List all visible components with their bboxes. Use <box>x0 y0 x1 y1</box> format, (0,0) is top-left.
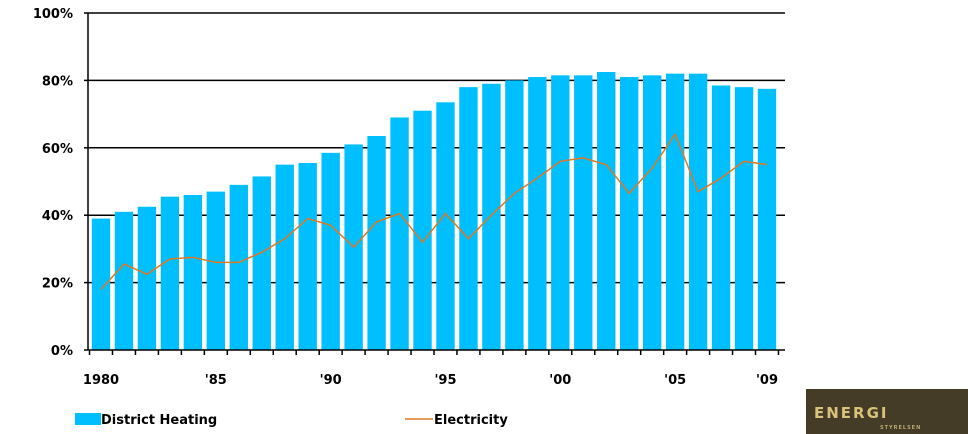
y-tick-label: 20% <box>42 277 73 292</box>
district-heating-bars <box>91 71 777 351</box>
district-heating-bar <box>688 73 708 350</box>
district-heating-bar <box>390 117 409 350</box>
logo-text: ENERGI <box>814 404 889 422</box>
district-heating-bar <box>505 80 524 351</box>
district-heating-bar <box>620 77 639 350</box>
district-heating-bar <box>482 83 501 351</box>
legend: District Heating Electricity <box>75 413 508 428</box>
x-tick-label: 1980 <box>83 373 119 388</box>
district-heating-bar <box>160 196 180 350</box>
district-heating-bar <box>321 152 340 350</box>
district-heating-bar <box>367 136 386 350</box>
district-heating-bar <box>252 176 271 350</box>
x-tick-label: '85 <box>205 373 227 388</box>
district-heating-bar <box>528 77 547 350</box>
legend-electricity-label: Electricity <box>434 413 508 428</box>
x-tick-label: '95 <box>434 373 456 388</box>
logo-subtext: STYRELSEN <box>880 425 921 431</box>
district-heating-bar <box>413 110 432 350</box>
district-heating-bar <box>436 102 455 350</box>
district-heating-bar <box>711 85 731 350</box>
y-tick-label: 40% <box>42 209 73 224</box>
district-heating-bar <box>459 87 478 350</box>
x-tick-label: '90 <box>320 373 342 388</box>
district-heating-bar <box>665 73 685 350</box>
district-heating-bar <box>114 211 134 350</box>
district-heating-bar <box>229 184 248 350</box>
legend-district-heating-swatch <box>75 413 101 425</box>
y-tick-label: 60% <box>42 142 73 157</box>
district-heating-bar <box>183 194 203 350</box>
district-heating-bar <box>734 87 754 350</box>
district-heating-bar <box>91 218 111 350</box>
district-heating-bar <box>574 75 593 350</box>
y-tick-label: 0% <box>51 344 73 359</box>
x-tick-label: '05 <box>664 373 686 388</box>
energistyrelsen-logo: ENERGI STYRELSEN <box>806 389 968 434</box>
x-tick-label: '09 <box>756 373 778 388</box>
electricity-line-group <box>100 132 768 290</box>
x-axis-ticks: 1980 '85 '90 '95 '00 '05 '09 <box>83 350 780 388</box>
district-heating-bar <box>206 191 226 350</box>
y-tick-label: 100% <box>33 7 73 22</box>
district-heating-bar <box>137 206 157 350</box>
y-axis-ticks: 0% 20% 40% 60% 80% 100% <box>33 7 88 359</box>
district-heating-bar <box>642 75 662 350</box>
district-heating-bar <box>275 164 294 350</box>
y-tick-label: 80% <box>42 74 73 89</box>
district-heating-bar <box>597 71 616 350</box>
legend-district-heating-label: District Heating <box>101 413 217 428</box>
district-heating-bar <box>551 75 570 350</box>
electricity-line <box>100 132 768 290</box>
x-tick-label: '00 <box>549 373 571 388</box>
district-heating-bar <box>757 88 777 350</box>
district-heating-bar <box>298 162 317 350</box>
